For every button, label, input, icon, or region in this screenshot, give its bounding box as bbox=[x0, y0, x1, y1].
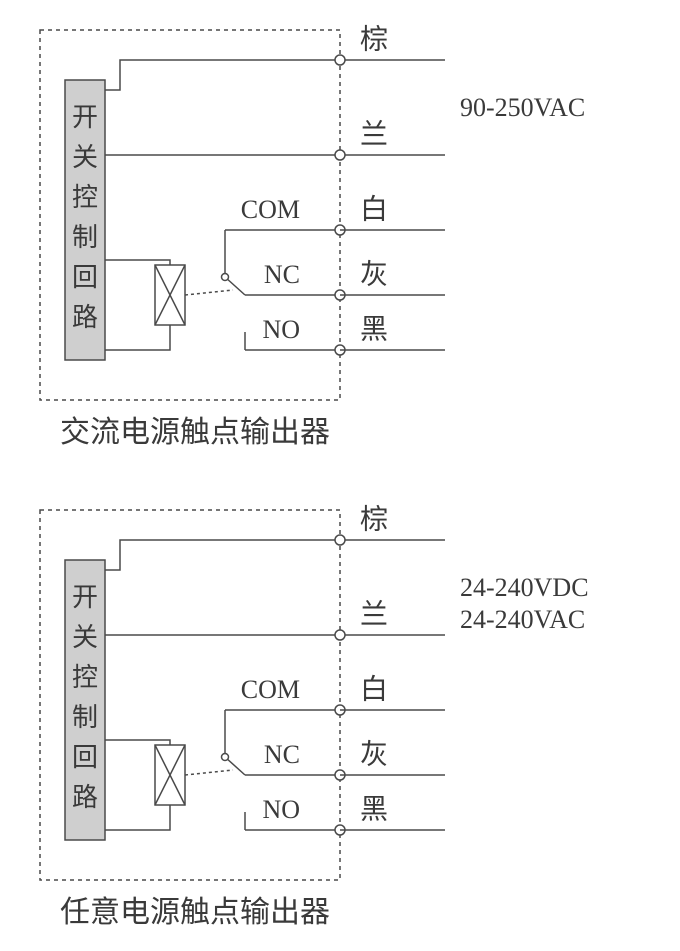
svg-text:NO: NO bbox=[262, 315, 300, 344]
svg-text:制: 制 bbox=[72, 703, 98, 732]
wiring-diagrams: 开关控制回路棕兰90-250VACCOM白NC灰NO黑交流电源触点输出器开关控制… bbox=[0, 0, 680, 951]
svg-text:灰: 灰 bbox=[360, 738, 388, 770]
svg-text:开: 开 bbox=[72, 103, 98, 132]
svg-text:关: 关 bbox=[72, 623, 98, 652]
svg-text:交流电源触点输出器: 交流电源触点输出器 bbox=[60, 416, 330, 449]
svg-text:白: 白 bbox=[360, 673, 388, 705]
svg-text:兰: 兰 bbox=[360, 118, 388, 150]
svg-text:制: 制 bbox=[72, 223, 98, 252]
svg-text:NC: NC bbox=[264, 260, 300, 289]
svg-text:24-240VAC: 24-240VAC bbox=[460, 605, 585, 634]
svg-text:黑: 黑 bbox=[360, 314, 388, 345]
svg-text:白: 白 bbox=[360, 193, 388, 225]
svg-text:开: 开 bbox=[72, 583, 98, 612]
svg-text:棕: 棕 bbox=[360, 503, 388, 535]
svg-text:任意电源触点输出器: 任意电源触点输出器 bbox=[60, 896, 330, 929]
svg-text:关: 关 bbox=[72, 143, 98, 172]
svg-text:灰: 灰 bbox=[360, 258, 388, 290]
svg-text:棕: 棕 bbox=[360, 23, 388, 55]
svg-text:COM: COM bbox=[241, 195, 300, 224]
svg-text:控: 控 bbox=[72, 183, 98, 212]
svg-text:90-250VAC: 90-250VAC bbox=[460, 93, 585, 122]
svg-text:NO: NO bbox=[262, 795, 300, 824]
svg-text:兰: 兰 bbox=[360, 598, 388, 630]
svg-text:COM: COM bbox=[241, 675, 300, 704]
svg-text:NC: NC bbox=[264, 740, 300, 769]
svg-text:控: 控 bbox=[72, 663, 98, 692]
svg-text:回: 回 bbox=[72, 263, 98, 292]
svg-text:黑: 黑 bbox=[360, 794, 388, 825]
svg-text:24-240VDC: 24-240VDC bbox=[460, 573, 589, 602]
svg-text:路: 路 bbox=[72, 303, 98, 332]
svg-text:路: 路 bbox=[72, 783, 98, 812]
svg-text:回: 回 bbox=[72, 743, 98, 772]
